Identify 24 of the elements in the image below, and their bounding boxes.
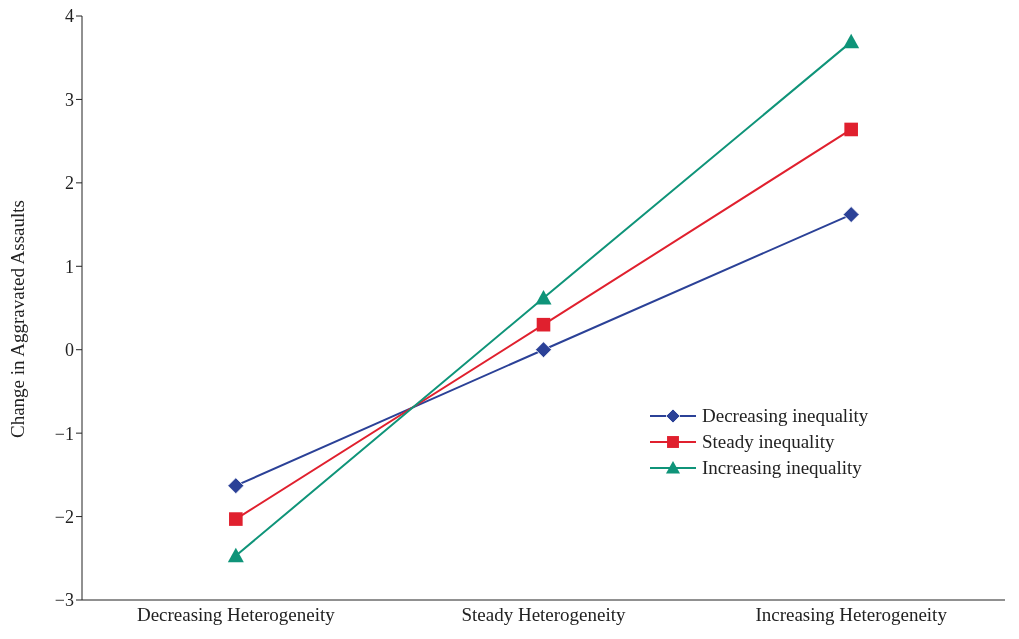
point <box>535 289 552 305</box>
x-tick-label: Steady Heterogeneity <box>461 604 627 626</box>
x-tick-label: Increasing Heterogeneity <box>755 604 948 626</box>
point <box>842 206 860 223</box>
point <box>536 317 551 332</box>
point <box>844 122 858 137</box>
y-tick-label: 1 <box>65 256 74 277</box>
y-axis-title: Change in Aggravated Assaults <box>6 200 28 438</box>
legend-label: Decreasing inequality <box>702 405 869 427</box>
legend-label: Increasing inequality <box>702 457 862 479</box>
point <box>227 547 244 563</box>
point <box>227 477 245 495</box>
y-tick-label: 3 <box>65 89 74 110</box>
y-tick-label: −2 <box>54 506 74 527</box>
point <box>229 512 243 526</box>
y-tick-label: 4 <box>65 6 74 27</box>
y-tick-label: −3 <box>54 590 74 611</box>
y-tick-label: 2 <box>65 173 74 194</box>
point <box>535 341 552 359</box>
point <box>843 33 860 49</box>
y-tick-label: −1 <box>54 423 74 444</box>
x-tick-label: Decreasing Heterogeneity <box>136 604 336 626</box>
y-tick-label: 0 <box>65 340 74 361</box>
legend-label: Steady inequality <box>702 431 835 453</box>
